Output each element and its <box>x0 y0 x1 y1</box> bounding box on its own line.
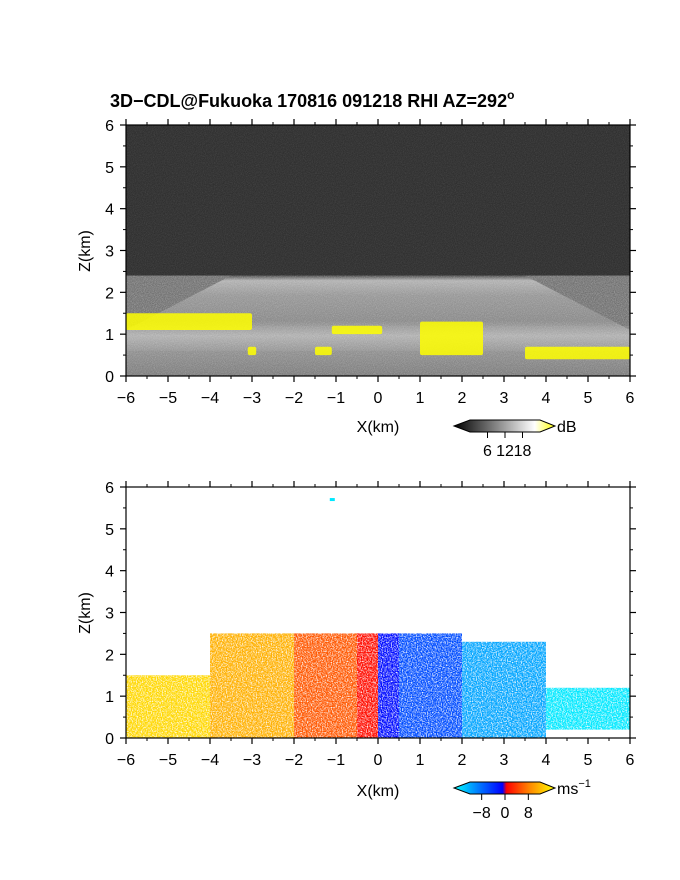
snr-high-region <box>315 346 332 356</box>
velocity-panel: −6 −5 −4 −3 −2 −1 0 1 2 3 4 5 6 0 1 2 3 4 5 6 X(km) Z(km) −… <box>77 480 636 822</box>
colorbar-tick-label: 18 <box>514 443 532 460</box>
velocity-colorbar-unit: ms−1 <box>557 778 591 798</box>
x-tick-label: −3 <box>243 752 261 769</box>
snr-colorbar: 6 12 18 dB <box>452 419 577 460</box>
velocity-speckle <box>126 487 630 738</box>
snr-x-axis-label: X(km) <box>357 419 400 436</box>
y-tick-label: 2 <box>105 285 114 302</box>
snr-y-axis-label: Z(km) <box>77 230 94 272</box>
velocity-colorbar-bar <box>452 781 557 795</box>
x-tick-label: −6 <box>117 390 135 407</box>
y-tick-label: 6 <box>105 480 114 497</box>
y-tick-label: 3 <box>105 606 114 623</box>
snr-colorbar-bar <box>452 419 557 433</box>
x-tick-label: 6 <box>626 390 635 407</box>
y-tick-label: 0 <box>105 731 114 748</box>
colorbar-tick-label: 0 <box>501 805 510 822</box>
x-tick-label: 1 <box>416 752 425 769</box>
colorbar-tick-label: 8 <box>524 805 533 822</box>
snr-high-region <box>331 325 383 335</box>
x-tick-label: 2 <box>458 390 467 407</box>
y-tick-label: 5 <box>105 160 114 177</box>
velocity-x-axis-label: X(km) <box>357 783 400 800</box>
snr-colorbar-unit: dB <box>557 419 577 436</box>
y-tick-label: 6 <box>105 118 114 135</box>
y-tick-label: 4 <box>105 564 114 581</box>
velocity-colorbar: −8 0 8 ms−1 <box>452 778 591 822</box>
colorbar-tick-label: 6 <box>483 443 492 460</box>
snr-high-region <box>126 313 252 330</box>
y-tick-label: 0 <box>105 369 114 386</box>
x-tick-label: 1 <box>416 390 425 407</box>
x-tick-label: 3 <box>500 390 509 407</box>
y-tick-label: 2 <box>105 647 114 664</box>
x-tick-label: −6 <box>117 752 135 769</box>
chart-title: 3D−CDL@Fukuoka 170816 091218 RHI AZ=292o <box>110 88 514 111</box>
x-tick-label: −1 <box>327 752 345 769</box>
colorbar-tick-label: 12 <box>496 443 514 460</box>
snr-image <box>126 125 630 376</box>
x-tick-label: 3 <box>500 752 509 769</box>
x-tick-label: −5 <box>159 752 177 769</box>
x-tick-label: −5 <box>159 390 177 407</box>
velocity-image <box>126 487 630 738</box>
x-tick-label: −2 <box>285 752 303 769</box>
y-tick-label: 3 <box>105 244 114 261</box>
snr-layer <box>126 125 630 276</box>
x-tick-label: −4 <box>201 390 219 407</box>
velocity-y-axis-label: Z(km) <box>77 592 94 634</box>
x-tick-label: 5 <box>584 390 593 407</box>
x-tick-label: 2 <box>458 752 467 769</box>
x-tick-label: −2 <box>285 390 303 407</box>
y-tick-label: 1 <box>105 689 114 706</box>
x-tick-label: 0 <box>374 752 383 769</box>
x-tick-label: −4 <box>201 752 219 769</box>
velocity-point <box>329 498 335 502</box>
x-tick-label: 6 <box>626 752 635 769</box>
snr-high-region <box>420 321 483 356</box>
snr-high-region <box>247 346 257 356</box>
snr-high-region <box>525 346 630 360</box>
x-tick-label: −1 <box>327 390 345 407</box>
x-tick-label: 0 <box>374 390 383 407</box>
x-tick-label: 4 <box>542 752 551 769</box>
x-tick-label: −3 <box>243 390 261 407</box>
y-tick-label: 5 <box>105 522 114 539</box>
y-tick-label: 1 <box>105 327 114 344</box>
y-tick-label: 4 <box>105 202 114 219</box>
colorbar-tick-label: −8 <box>473 805 491 822</box>
x-tick-label: 4 <box>542 390 551 407</box>
x-tick-label: 5 <box>584 752 593 769</box>
